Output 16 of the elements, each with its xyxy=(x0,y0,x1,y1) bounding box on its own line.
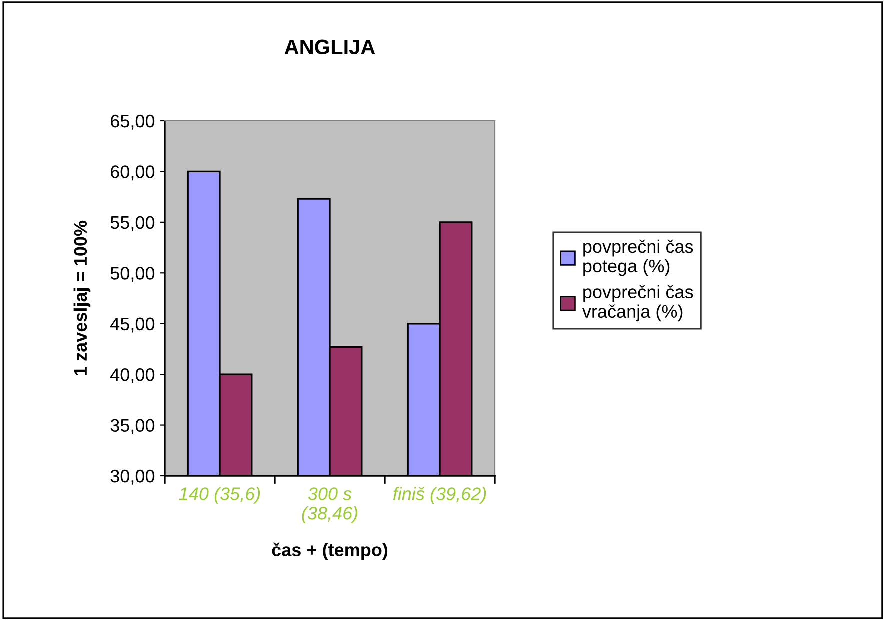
y-axis-title: 1 zavesljaj = 100% xyxy=(74,220,91,376)
y-tick-label: 65,00 xyxy=(111,114,155,130)
x-tick-label: 140 (35,6) xyxy=(179,487,260,504)
y-tick-label: 35,00 xyxy=(110,419,155,434)
y-tick-label: 30,00 xyxy=(110,470,155,485)
x-tick-label: 300 s (38,46) xyxy=(302,488,358,524)
legend-label: povprečni čas potega (%) xyxy=(584,240,694,276)
y-tick-label: 60,00 xyxy=(111,166,155,181)
y-tick-label: 55,00 xyxy=(110,216,155,232)
y-tick-label: 45,00 xyxy=(110,318,155,333)
y-tick-label: 50,00 xyxy=(110,267,155,282)
chart-title: ANGLIJA xyxy=(284,40,376,55)
legend-label: povprečni čas vračanja (%) xyxy=(582,285,694,322)
y-tick-label: 40,00 xyxy=(110,368,155,384)
x-tick-label: finiš (39,62) xyxy=(393,487,486,504)
x-axis-title: čas + (tempo) xyxy=(272,542,388,560)
